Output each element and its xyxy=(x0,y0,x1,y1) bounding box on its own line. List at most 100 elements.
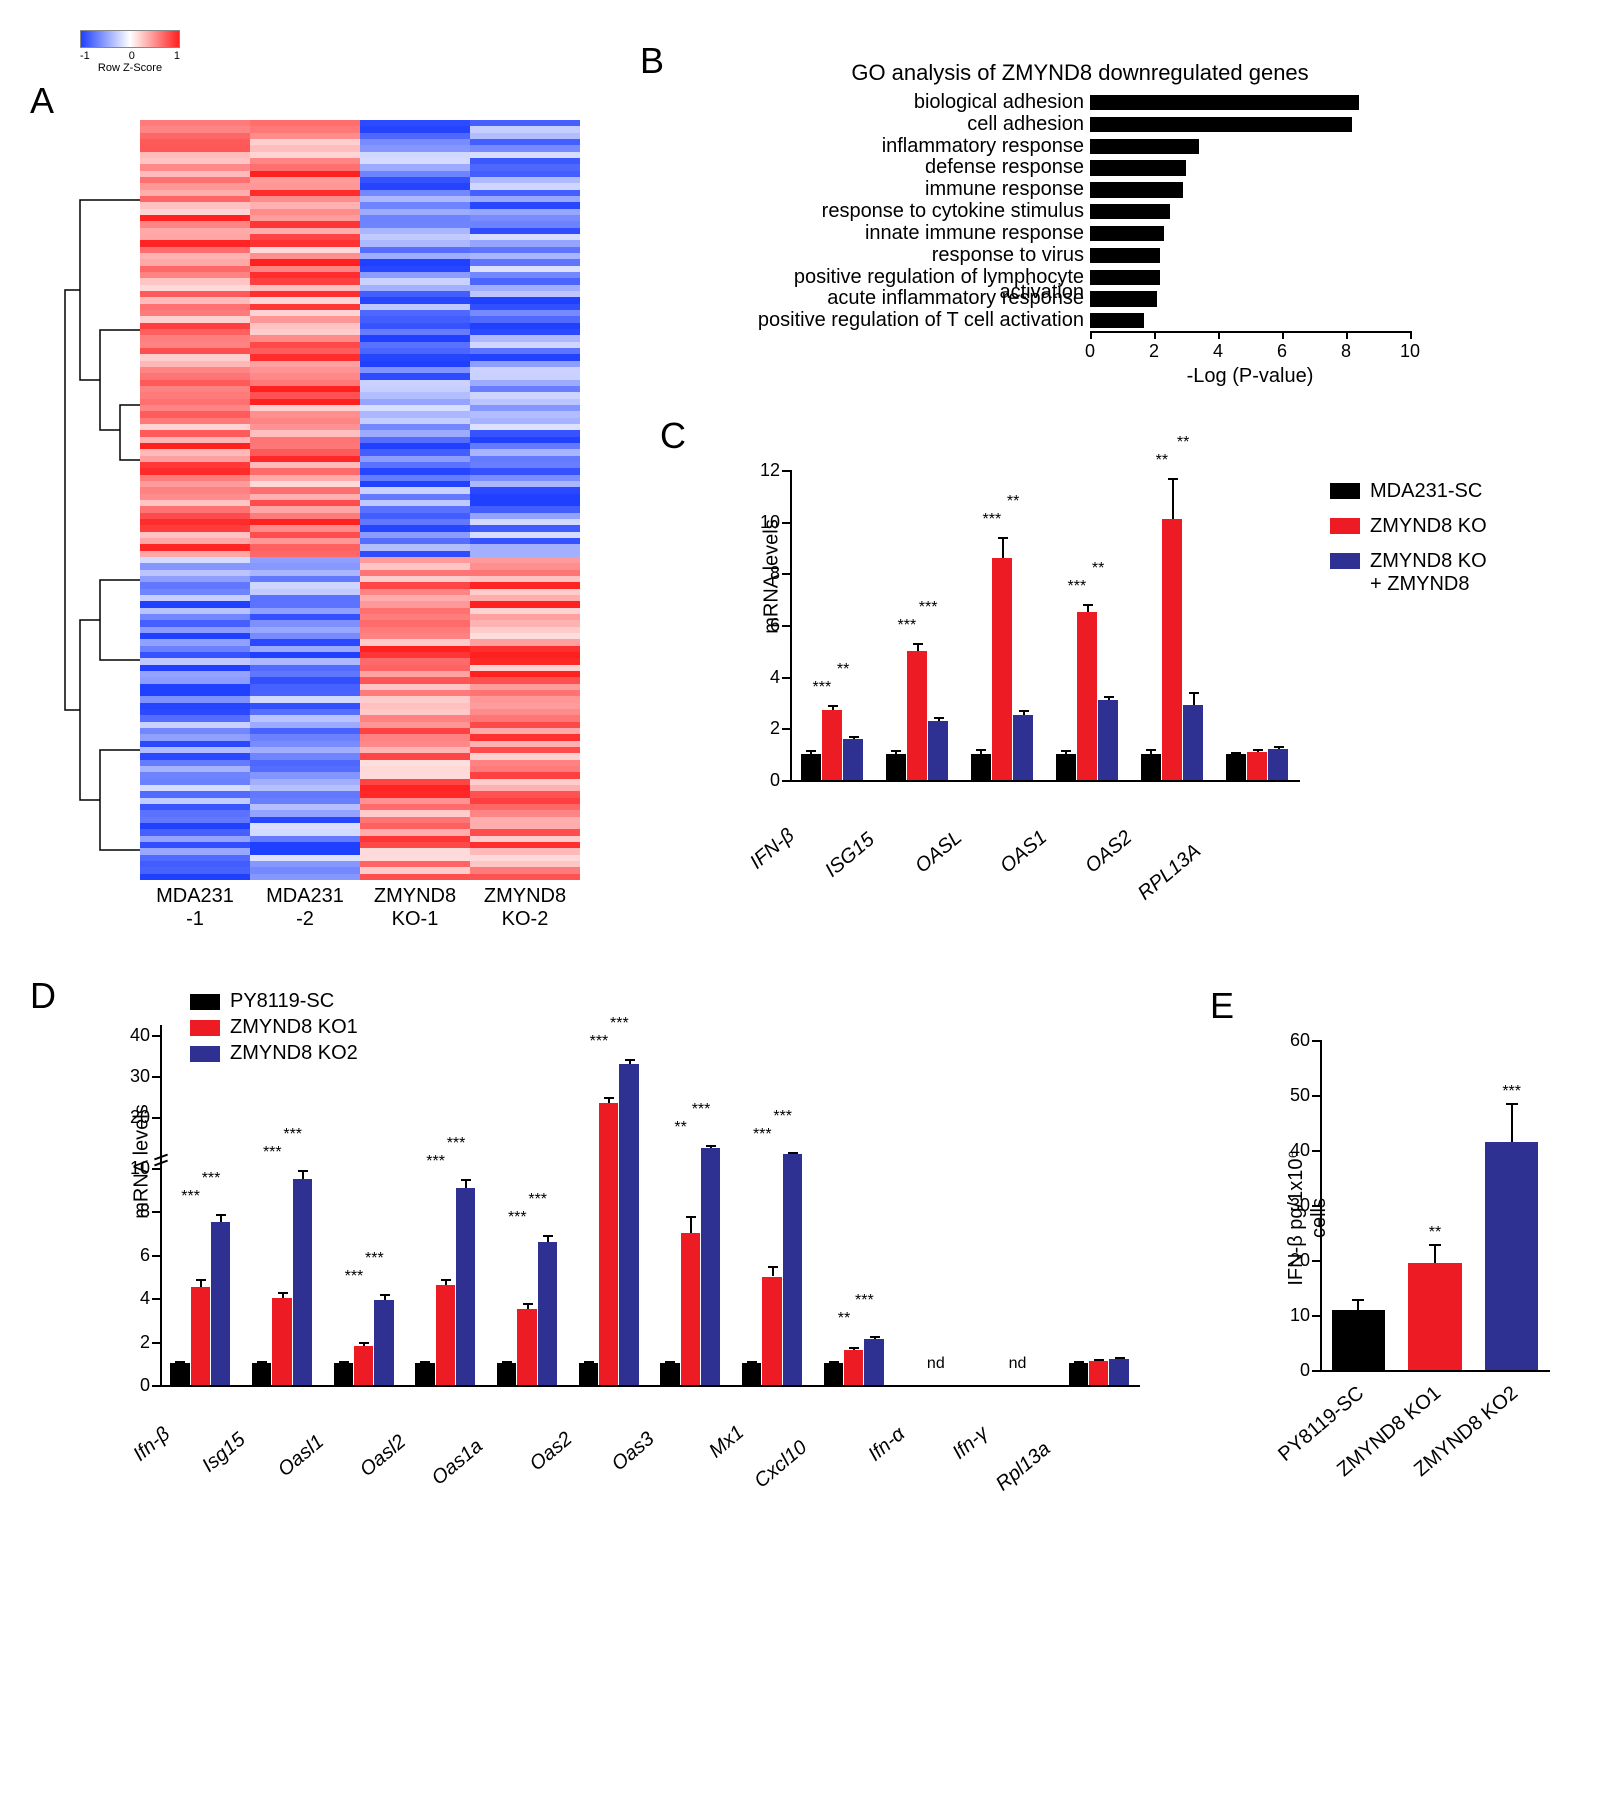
sig-label: *** xyxy=(599,1015,640,1033)
bar xyxy=(801,754,821,780)
bar xyxy=(619,1064,638,1385)
sig-label: *** xyxy=(415,1153,456,1171)
colorbar-tick: 0 xyxy=(129,50,135,62)
sig-label: ** xyxy=(1141,452,1184,470)
sig-label: *** xyxy=(762,1108,803,1126)
panel-b-label: B xyxy=(640,40,664,82)
bar xyxy=(1141,754,1161,780)
y-tick: 0 xyxy=(1276,1360,1310,1381)
bar xyxy=(1268,749,1288,780)
panel-b-xlabel: -Log (P-value) xyxy=(1090,365,1410,388)
colorbar-container: -1 0 1 Row Z-Score xyxy=(80,30,180,74)
x-tick: 6 xyxy=(1272,341,1292,362)
bar xyxy=(1485,1142,1539,1370)
panel-c-legend: MDA231-SC ZMYND8 KO ZMYND8 KO + ZMYND8 xyxy=(1330,480,1487,608)
bar xyxy=(1226,754,1246,780)
legend-item: MDA231-SC xyxy=(1330,480,1487,503)
go-bar xyxy=(1090,248,1160,263)
bar xyxy=(272,1298,291,1385)
x-tick: 2 xyxy=(1144,341,1164,362)
legend-item: PY8119-SC xyxy=(190,990,334,1013)
bar xyxy=(538,1242,557,1385)
bar xyxy=(1162,519,1182,780)
bar xyxy=(252,1363,271,1385)
sig-label: *** xyxy=(1485,1083,1539,1101)
category-label: OAS2 xyxy=(1163,792,1178,810)
category-label: Oasl1 xyxy=(354,1397,369,1415)
category-label: OAS1 xyxy=(1078,792,1093,810)
bar xyxy=(1077,612,1097,780)
bar xyxy=(886,754,906,780)
go-category: biological adhesion xyxy=(720,95,1084,110)
y-tick: 4 xyxy=(744,667,780,688)
bar xyxy=(1183,705,1203,780)
panel-e-chart: 0102030405060IFN-β pg/1x10⁶ cellsPY8119-… xyxy=(1250,1010,1580,1510)
panel-b-title: GO analysis of ZMYND8 downregulated gene… xyxy=(780,60,1380,86)
sig-label: *** xyxy=(579,1033,620,1051)
bar xyxy=(907,651,927,780)
sig-label: ** xyxy=(824,1310,865,1328)
sig-label: *** xyxy=(801,679,844,697)
y-tick: 0 xyxy=(744,770,780,791)
x-tick: 8 xyxy=(1336,341,1356,362)
go-category: inflammatory response xyxy=(720,139,1084,154)
x-tick: 0 xyxy=(1080,341,1100,362)
sig-label: nd xyxy=(987,1355,1048,1373)
legend-item: ZMYND8 KO1 xyxy=(190,1016,358,1039)
sig-label: *** xyxy=(742,1126,783,1144)
y-axis-label: mRNA levels xyxy=(131,1102,154,1222)
y-tick: 12 xyxy=(744,460,780,481)
bar xyxy=(1109,1359,1128,1385)
bar xyxy=(1069,1363,1088,1385)
sig-label: *** xyxy=(170,1188,211,1206)
bar xyxy=(1089,1361,1108,1385)
sig-label: *** xyxy=(681,1101,722,1119)
bar xyxy=(374,1300,393,1385)
y-tick: 0 xyxy=(114,1375,150,1396)
dendrogram xyxy=(60,120,140,880)
sig-label: *** xyxy=(497,1209,538,1227)
bar xyxy=(456,1188,475,1385)
category-label: Isg15 xyxy=(273,1397,288,1415)
category-label: Cxcl10 xyxy=(844,1397,859,1415)
y-tick: 2 xyxy=(114,1332,150,1353)
bar xyxy=(354,1346,373,1385)
panel-b-chart: biological adhesion cell adhesion inflamma… xyxy=(720,95,1420,395)
y-tick: 40 xyxy=(114,1025,150,1046)
y-tick: 30 xyxy=(114,1066,150,1087)
go-category: response to virus xyxy=(720,248,1084,263)
sig-label: ** xyxy=(1077,560,1120,578)
sig-label: *** xyxy=(436,1135,477,1153)
panel-a-label: A xyxy=(30,80,54,122)
category-label: IFN-β xyxy=(823,792,838,810)
x-tick: 10 xyxy=(1400,341,1420,362)
go-category: cell adhesion xyxy=(720,117,1084,132)
colorbar-tick: -1 xyxy=(80,50,90,62)
sig-label: ** xyxy=(1162,434,1205,452)
bar xyxy=(1056,754,1076,780)
sig-label: *** xyxy=(191,1170,232,1188)
bar xyxy=(843,739,863,780)
sig-label: *** xyxy=(907,599,950,617)
colorbar xyxy=(80,30,180,48)
go-category: positive regulation of T cell activation xyxy=(720,313,1084,328)
bar xyxy=(762,1277,781,1386)
category-label: Oas1a xyxy=(518,1397,533,1415)
go-bar xyxy=(1090,160,1186,175)
go-category: acute inflammatory response xyxy=(720,291,1084,306)
y-tick: 10 xyxy=(1276,1305,1310,1326)
category-label: Oas3 xyxy=(681,1397,696,1415)
bar xyxy=(971,754,991,780)
bar xyxy=(436,1285,455,1385)
go-category: response to cytokine stimulus xyxy=(720,204,1084,219)
panel-d-chart: 0246810203040mRNA levels******Ifn-β*****… xyxy=(80,995,1160,1495)
y-tick: 6 xyxy=(114,1245,150,1266)
heatmap-col-label: ZMYND8 KO-1 xyxy=(360,885,470,931)
legend-item: ZMYND8 KO2 xyxy=(190,1042,358,1065)
sig-label: ** xyxy=(992,493,1035,511)
panel-c-label: C xyxy=(660,415,686,457)
bar xyxy=(742,1363,761,1385)
bar xyxy=(822,710,842,780)
go-bar xyxy=(1090,117,1352,132)
go-bar xyxy=(1090,182,1183,197)
